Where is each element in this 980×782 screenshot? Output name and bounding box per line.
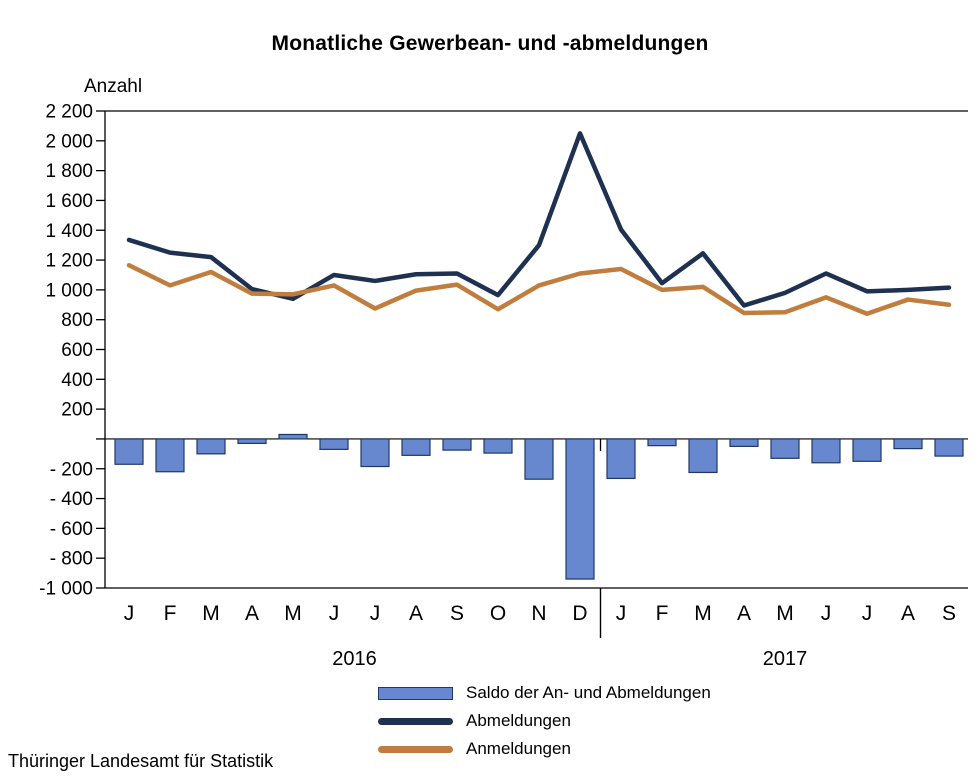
y-tick-label: 2 000 <box>45 131 93 152</box>
y-tick-label: 1 400 <box>45 221 93 242</box>
saldo-bar <box>401 438 431 456</box>
saldo-bar <box>852 438 882 462</box>
saldo-bar <box>934 438 964 457</box>
month-label: M <box>284 602 302 625</box>
month-label: A <box>901 602 915 625</box>
y-tick-label: - 400 <box>50 489 93 510</box>
saldo-bar <box>565 438 595 580</box>
month-label: J <box>821 602 832 625</box>
saldo-bar <box>155 438 185 473</box>
saldo-bar <box>319 438 349 450</box>
month-label: J <box>124 602 135 625</box>
month-label: D <box>572 602 587 625</box>
legend-item-saldo: Saldo der An- und Abmeldungen <box>378 679 711 707</box>
legend-label-abmeldungen: Abmeldungen <box>466 711 571 730</box>
saldo-bar <box>360 438 390 468</box>
abmeldungen-line <box>126 131 952 308</box>
saldo-bar <box>237 438 267 445</box>
saldo-bar <box>606 438 636 480</box>
saldo-bar <box>811 438 841 464</box>
month-label: A <box>737 602 751 625</box>
y-tick-label: 1 800 <box>45 161 93 182</box>
saldo-bar <box>893 438 923 450</box>
y-tick-label: - 600 <box>50 519 93 540</box>
month-label: S <box>942 602 956 625</box>
year-label: 2017 <box>763 648 808 670</box>
anmeldungen-line <box>126 263 952 316</box>
month-label: S <box>450 602 464 625</box>
month-label: F <box>656 602 669 625</box>
anmeldungen-line-swatch-icon <box>378 745 453 753</box>
y-axis-title: Anzahl <box>84 76 143 97</box>
abmeldungen-line-swatch-icon <box>378 717 453 725</box>
month-label: M <box>694 602 712 625</box>
month-label: A <box>409 602 423 625</box>
year-label: 2016 <box>332 648 377 670</box>
legend-label-anmeldungen: Anmeldungen <box>466 739 571 758</box>
legend-item-anmeldungen: Anmeldungen <box>378 735 711 763</box>
saldo-bar <box>524 438 554 480</box>
saldo-bar <box>483 438 513 454</box>
y-tick-label: 200 <box>61 400 93 421</box>
y-tick-label: - 200 <box>50 459 93 480</box>
y-tick-label: 400 <box>61 370 93 391</box>
month-label: J <box>616 602 627 625</box>
y-tick-label: - 800 <box>50 549 93 570</box>
legend: Saldo der An- und Abmeldungen Abmeldunge… <box>378 679 711 763</box>
y-tick-label: 1 000 <box>45 280 93 301</box>
y-tick-label: 1 200 <box>45 251 93 272</box>
y-tick-label: 1 600 <box>45 191 93 212</box>
saldo-bar <box>647 438 677 447</box>
legend-item-abmeldungen: Abmeldungen <box>378 707 711 735</box>
y-tick-label: 2 200 <box>45 102 93 123</box>
y-tick-label: -1 000 <box>39 579 93 600</box>
month-label: M <box>776 602 794 625</box>
y-tick-label: 600 <box>61 340 93 361</box>
chart-title: Monatliche Gewerbean- und -abmeldungen <box>271 32 709 55</box>
month-label: O <box>490 602 506 625</box>
saldo-bar <box>196 438 226 455</box>
source-attribution: Thüringer Landesamt für Statistik <box>8 751 274 771</box>
saldo-bar-swatch-icon <box>378 686 453 700</box>
saldo-bar <box>729 438 759 447</box>
saldo-bar <box>278 433 308 440</box>
month-label: J <box>862 602 873 625</box>
month-label: M <box>202 602 220 625</box>
saldo-bar <box>442 438 472 451</box>
month-label: A <box>245 602 259 625</box>
month-label: F <box>164 602 177 625</box>
month-label: N <box>531 602 546 625</box>
saldo-bar <box>770 438 800 459</box>
y-tick-label: 800 <box>61 310 93 331</box>
saldo-bar <box>688 438 718 474</box>
legend-label-saldo: Saldo der An- und Abmeldungen <box>466 683 711 702</box>
saldo-bar <box>114 438 144 465</box>
month-label: J <box>370 602 381 625</box>
month-label: J <box>329 602 340 625</box>
